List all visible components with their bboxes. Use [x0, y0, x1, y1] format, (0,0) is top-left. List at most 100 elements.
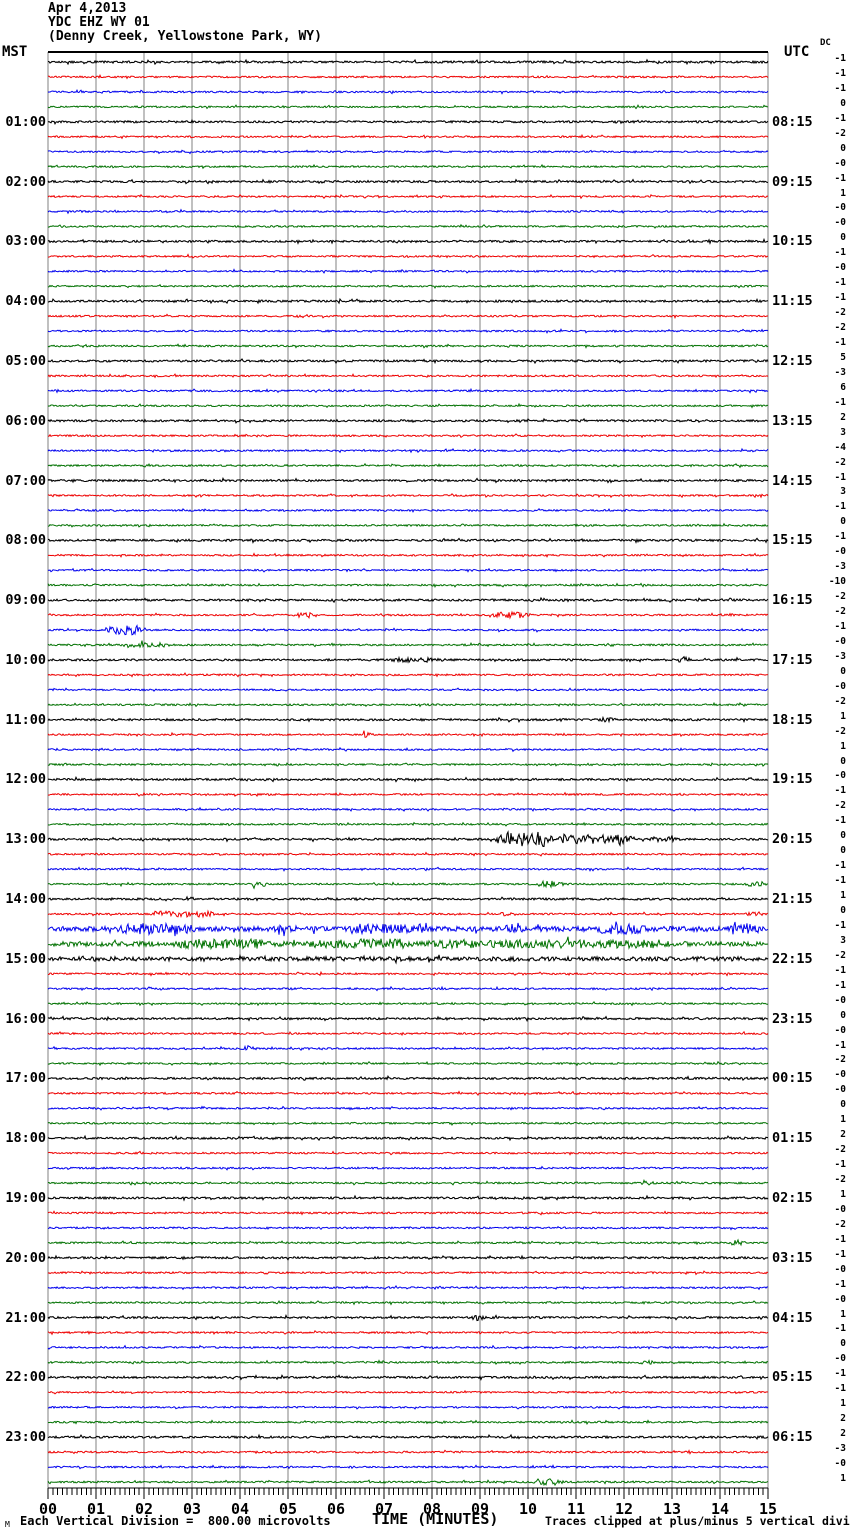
- dc-offset-value: -1: [834, 1279, 846, 1290]
- mst-hour-label: 04:00: [5, 293, 46, 309]
- x-axis-tick-label: 14: [710, 1500, 730, 1518]
- dc-offset-value: -2: [834, 307, 846, 318]
- header-station: YDC EHZ WY 01: [48, 15, 150, 30]
- dc-offset-value: 0: [840, 516, 846, 527]
- dc-offset-value: -1: [834, 472, 846, 483]
- dc-offset-value: 1: [840, 890, 846, 901]
- mst-hour-label: 12:00: [5, 771, 46, 787]
- dc-offset-value: -0: [834, 217, 846, 228]
- header-location: (Denny Creek, Yellowstone Park, WY): [48, 29, 322, 44]
- dc-offset-value: -0: [834, 1069, 846, 1080]
- dc-offset-value: 3: [840, 486, 846, 497]
- dc-offset-value: -0: [834, 158, 846, 169]
- dc-offset-value: 0: [840, 756, 846, 767]
- dc-offset-value: -2: [834, 457, 846, 468]
- dc-offset-value: -1: [834, 1323, 846, 1334]
- dc-offset-value: 1: [840, 1398, 846, 1409]
- mst-hour-label: 05:00: [5, 353, 46, 369]
- dc-offset-value: 2: [840, 1428, 846, 1439]
- x-axis-tick-label: 07: [374, 1500, 394, 1518]
- x-axis-tick-label: 04: [230, 1500, 250, 1518]
- left-timezone-label: MST: [2, 44, 28, 60]
- dc-offset-value: -0: [834, 770, 846, 781]
- dc-offset-value: -0: [834, 262, 846, 273]
- dc-offset-value: -1: [834, 1368, 846, 1379]
- dc-offset-value: 2: [840, 1129, 846, 1140]
- utc-hour-label: 14:15: [772, 473, 813, 489]
- header-date: Apr 4,2013: [48, 1, 127, 16]
- dc-offset-value: -4: [834, 442, 846, 453]
- dc-offset-value: 0: [840, 830, 846, 841]
- dc-offset-value: 0: [840, 1010, 846, 1021]
- utc-hour-label: 22:15: [772, 951, 813, 967]
- dc-offset-value: -2: [834, 950, 846, 961]
- dc-offset-value: 1: [840, 1114, 846, 1125]
- dc-offset-value: 0: [840, 98, 846, 109]
- dc-offset-value: 0: [840, 1099, 846, 1110]
- dc-offset-value: 3: [840, 935, 846, 946]
- mst-hour-label: 01:00: [5, 114, 46, 130]
- dc-offset-value: -3: [834, 367, 846, 378]
- utc-hour-label: 11:15: [772, 293, 813, 309]
- dc-offset-value: -1: [834, 860, 846, 871]
- dc-offset-header: DC: [820, 38, 831, 48]
- dc-offset-value: 2: [840, 1413, 846, 1424]
- mst-hour-label: 10:00: [5, 652, 46, 668]
- utc-hour-label: 08:15: [772, 114, 813, 130]
- utc-hour-label: 16:15: [772, 592, 813, 608]
- dc-offset-value: -0: [834, 1353, 846, 1364]
- x-axis-tick-label: 01: [86, 1500, 106, 1518]
- dc-offset-value: -1: [834, 531, 846, 542]
- dc-offset-value: -2: [834, 128, 846, 139]
- dc-offset-value: -1: [834, 1383, 846, 1394]
- dc-offset-value: -3: [834, 561, 846, 572]
- dc-offset-value: 1: [840, 1473, 846, 1484]
- dc-offset-value: -2: [834, 1054, 846, 1065]
- mst-hour-label: 02:00: [5, 174, 46, 190]
- dc-offset-value: -2: [834, 696, 846, 707]
- mst-hour-label: 14:00: [5, 891, 46, 907]
- mst-hour-label: 17:00: [5, 1070, 46, 1086]
- dc-offset-value: -3: [834, 1443, 846, 1454]
- mst-hour-label: 23:00: [5, 1429, 46, 1445]
- utc-hour-label: 00:15: [772, 1070, 813, 1086]
- dc-offset-value: 1: [840, 1189, 846, 1200]
- dc-offset-value: 0: [840, 845, 846, 856]
- dc-offset-value: -1: [834, 501, 846, 512]
- dc-offset-value: 1: [840, 741, 846, 752]
- right-timezone-label: UTC: [784, 44, 810, 60]
- mst-hour-label: 16:00: [5, 1011, 46, 1027]
- dc-offset-value: -0: [834, 1264, 846, 1275]
- dc-offset-value: -1: [834, 980, 846, 991]
- mst-hour-label: 08:00: [5, 532, 46, 548]
- dc-offset-value: -2: [834, 726, 846, 737]
- utc-hour-label: 21:15: [772, 891, 813, 907]
- x-axis-tick-label: 00: [38, 1500, 58, 1518]
- scale-note: Each Vertical Division = 800.00 microvol…: [20, 1514, 331, 1528]
- dc-offset-value: -0: [834, 1084, 846, 1095]
- utc-hour-label: 04:15: [772, 1310, 813, 1326]
- utc-hour-label: 13:15: [772, 413, 813, 429]
- dc-offset-value: -1: [834, 785, 846, 796]
- dc-offset-value: -1: [834, 875, 846, 886]
- x-axis-tick-label: 03: [182, 1500, 202, 1518]
- dc-offset-value: -1: [834, 247, 846, 258]
- x-axis-tick-label: 02: [134, 1500, 154, 1518]
- dc-offset-value: 2: [840, 412, 846, 423]
- utc-hour-label: 18:15: [772, 712, 813, 728]
- mst-hour-label: 09:00: [5, 592, 46, 608]
- dc-offset-value: 0: [840, 232, 846, 243]
- x-axis-tick-label: 05: [278, 1500, 298, 1518]
- mst-hour-label: 07:00: [5, 473, 46, 489]
- dc-offset-value: 1: [840, 711, 846, 722]
- corner-mark: M: [5, 1520, 10, 1529]
- utc-hour-label: 03:15: [772, 1250, 813, 1266]
- dc-offset-value: -1: [834, 68, 846, 79]
- utc-hour-label: 15:15: [772, 532, 813, 548]
- utc-hour-label: 05:15: [772, 1369, 813, 1385]
- dc-offset-value: -1: [834, 1249, 846, 1260]
- x-axis-tick-label: 08: [422, 1500, 442, 1518]
- mst-hour-label: 22:00: [5, 1369, 46, 1385]
- x-axis-tick-label: 11: [566, 1500, 586, 1518]
